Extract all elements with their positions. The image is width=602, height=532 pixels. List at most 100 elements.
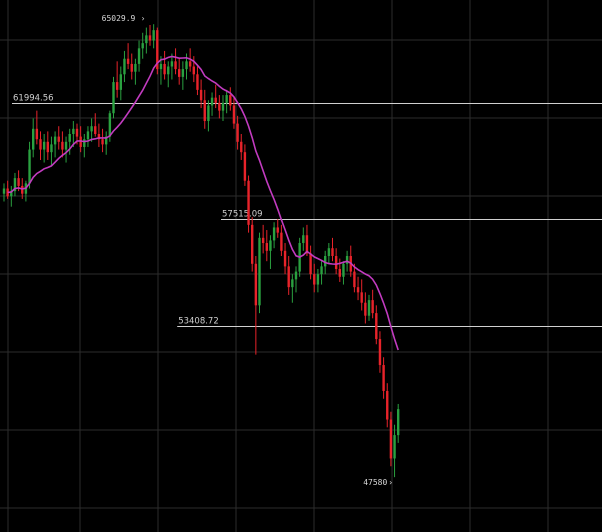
candle-body	[105, 136, 108, 145]
candle-body	[269, 240, 272, 251]
candle-body	[364, 302, 367, 316]
candle-body	[287, 266, 290, 288]
candle-body	[251, 224, 254, 264]
candle-body	[229, 95, 232, 106]
candle-body	[119, 74, 122, 90]
candle-body	[101, 139, 104, 145]
price-level-label-0: 61994.56	[13, 94, 54, 104]
candle-body	[327, 248, 331, 256]
candle-body	[305, 235, 309, 254]
candle-body	[221, 102, 225, 111]
candle-body	[360, 292, 363, 303]
candle-body	[137, 48, 141, 64]
candle-body	[353, 271, 356, 288]
candle-body	[174, 61, 177, 70]
candle-body	[141, 43, 144, 49]
candle-body	[83, 139, 86, 147]
candle-body	[291, 279, 294, 288]
candle-body	[188, 61, 192, 67]
candle-body	[108, 113, 112, 137]
candle-body	[79, 136, 82, 147]
candle-body	[309, 253, 312, 275]
candle-body	[97, 134, 101, 140]
candle-body	[320, 266, 323, 275]
candle-body	[167, 66, 170, 75]
candle-body	[313, 274, 316, 285]
candle-body	[64, 141, 68, 150]
candle-body	[6, 188, 9, 197]
candle-body	[90, 126, 93, 132]
candle-body	[393, 435, 396, 459]
candle-body	[265, 243, 268, 251]
price-levels: 61994.56 57515.09 53408.72	[12, 94, 602, 327]
candle-body	[378, 339, 382, 366]
candle-body	[210, 97, 214, 106]
candle-body	[112, 82, 115, 114]
candle-body	[203, 100, 206, 122]
candle-body	[35, 128, 39, 140]
candle-body	[86, 131, 90, 140]
candle-body	[46, 141, 49, 153]
candle-body	[389, 419, 393, 459]
candle-body	[272, 227, 276, 241]
candle-body	[53, 136, 57, 145]
candle-body	[10, 191, 13, 197]
candle-body	[324, 256, 327, 267]
high-low-markers: 65029.9 › 47580 ›	[102, 14, 393, 487]
candle-body	[42, 141, 46, 150]
candle-body	[170, 61, 174, 67]
candle-body	[225, 95, 228, 103]
candle-body	[331, 248, 334, 256]
candle-body	[126, 58, 130, 64]
candle-body	[156, 30, 159, 70]
candle-body	[32, 128, 35, 150]
candle-body	[371, 300, 374, 314]
moving-average-line	[7, 55, 399, 351]
candle-body	[94, 126, 97, 134]
candle-body	[72, 128, 75, 134]
candle-body	[386, 390, 389, 420]
candle-body	[145, 35, 148, 44]
candle-body	[134, 63, 137, 72]
candle-body	[152, 30, 155, 41]
candle-body	[294, 271, 298, 280]
candle-body	[148, 35, 152, 41]
candle-body	[163, 63, 166, 75]
low-price-label: 47580	[363, 478, 387, 487]
candle-body	[123, 58, 126, 75]
candle-body	[214, 97, 217, 103]
candles	[2, 24, 400, 478]
candle-body	[283, 250, 287, 267]
candle-body	[232, 105, 236, 124]
candle-body	[276, 227, 279, 233]
candle-body	[39, 139, 42, 150]
candle-body	[2, 188, 6, 194]
candle-body	[258, 237, 261, 306]
candle-body	[345, 256, 349, 264]
high-price-label: 65029.9	[102, 14, 136, 23]
candle-body	[261, 237, 265, 244]
candle-body	[196, 74, 199, 90]
candle-body	[75, 128, 79, 137]
candle-body	[17, 178, 20, 186]
candle-body	[240, 141, 243, 153]
candle-body	[130, 63, 133, 72]
candle-body	[236, 123, 239, 142]
candle-body	[57, 136, 60, 142]
candle-body	[342, 263, 345, 277]
candle-body	[280, 232, 283, 251]
candle-body	[338, 268, 341, 277]
candle-body	[61, 141, 64, 150]
candle-body	[247, 180, 250, 225]
candle-body	[21, 185, 24, 194]
low-marker-arrow-icon: ›	[388, 478, 393, 487]
candle-body	[375, 313, 378, 340]
candle-body	[397, 409, 400, 436]
candle-body	[218, 102, 221, 111]
candle-body	[367, 300, 371, 316]
candle-body	[192, 66, 195, 75]
candle-body	[68, 134, 71, 142]
candle-body	[334, 256, 338, 269]
